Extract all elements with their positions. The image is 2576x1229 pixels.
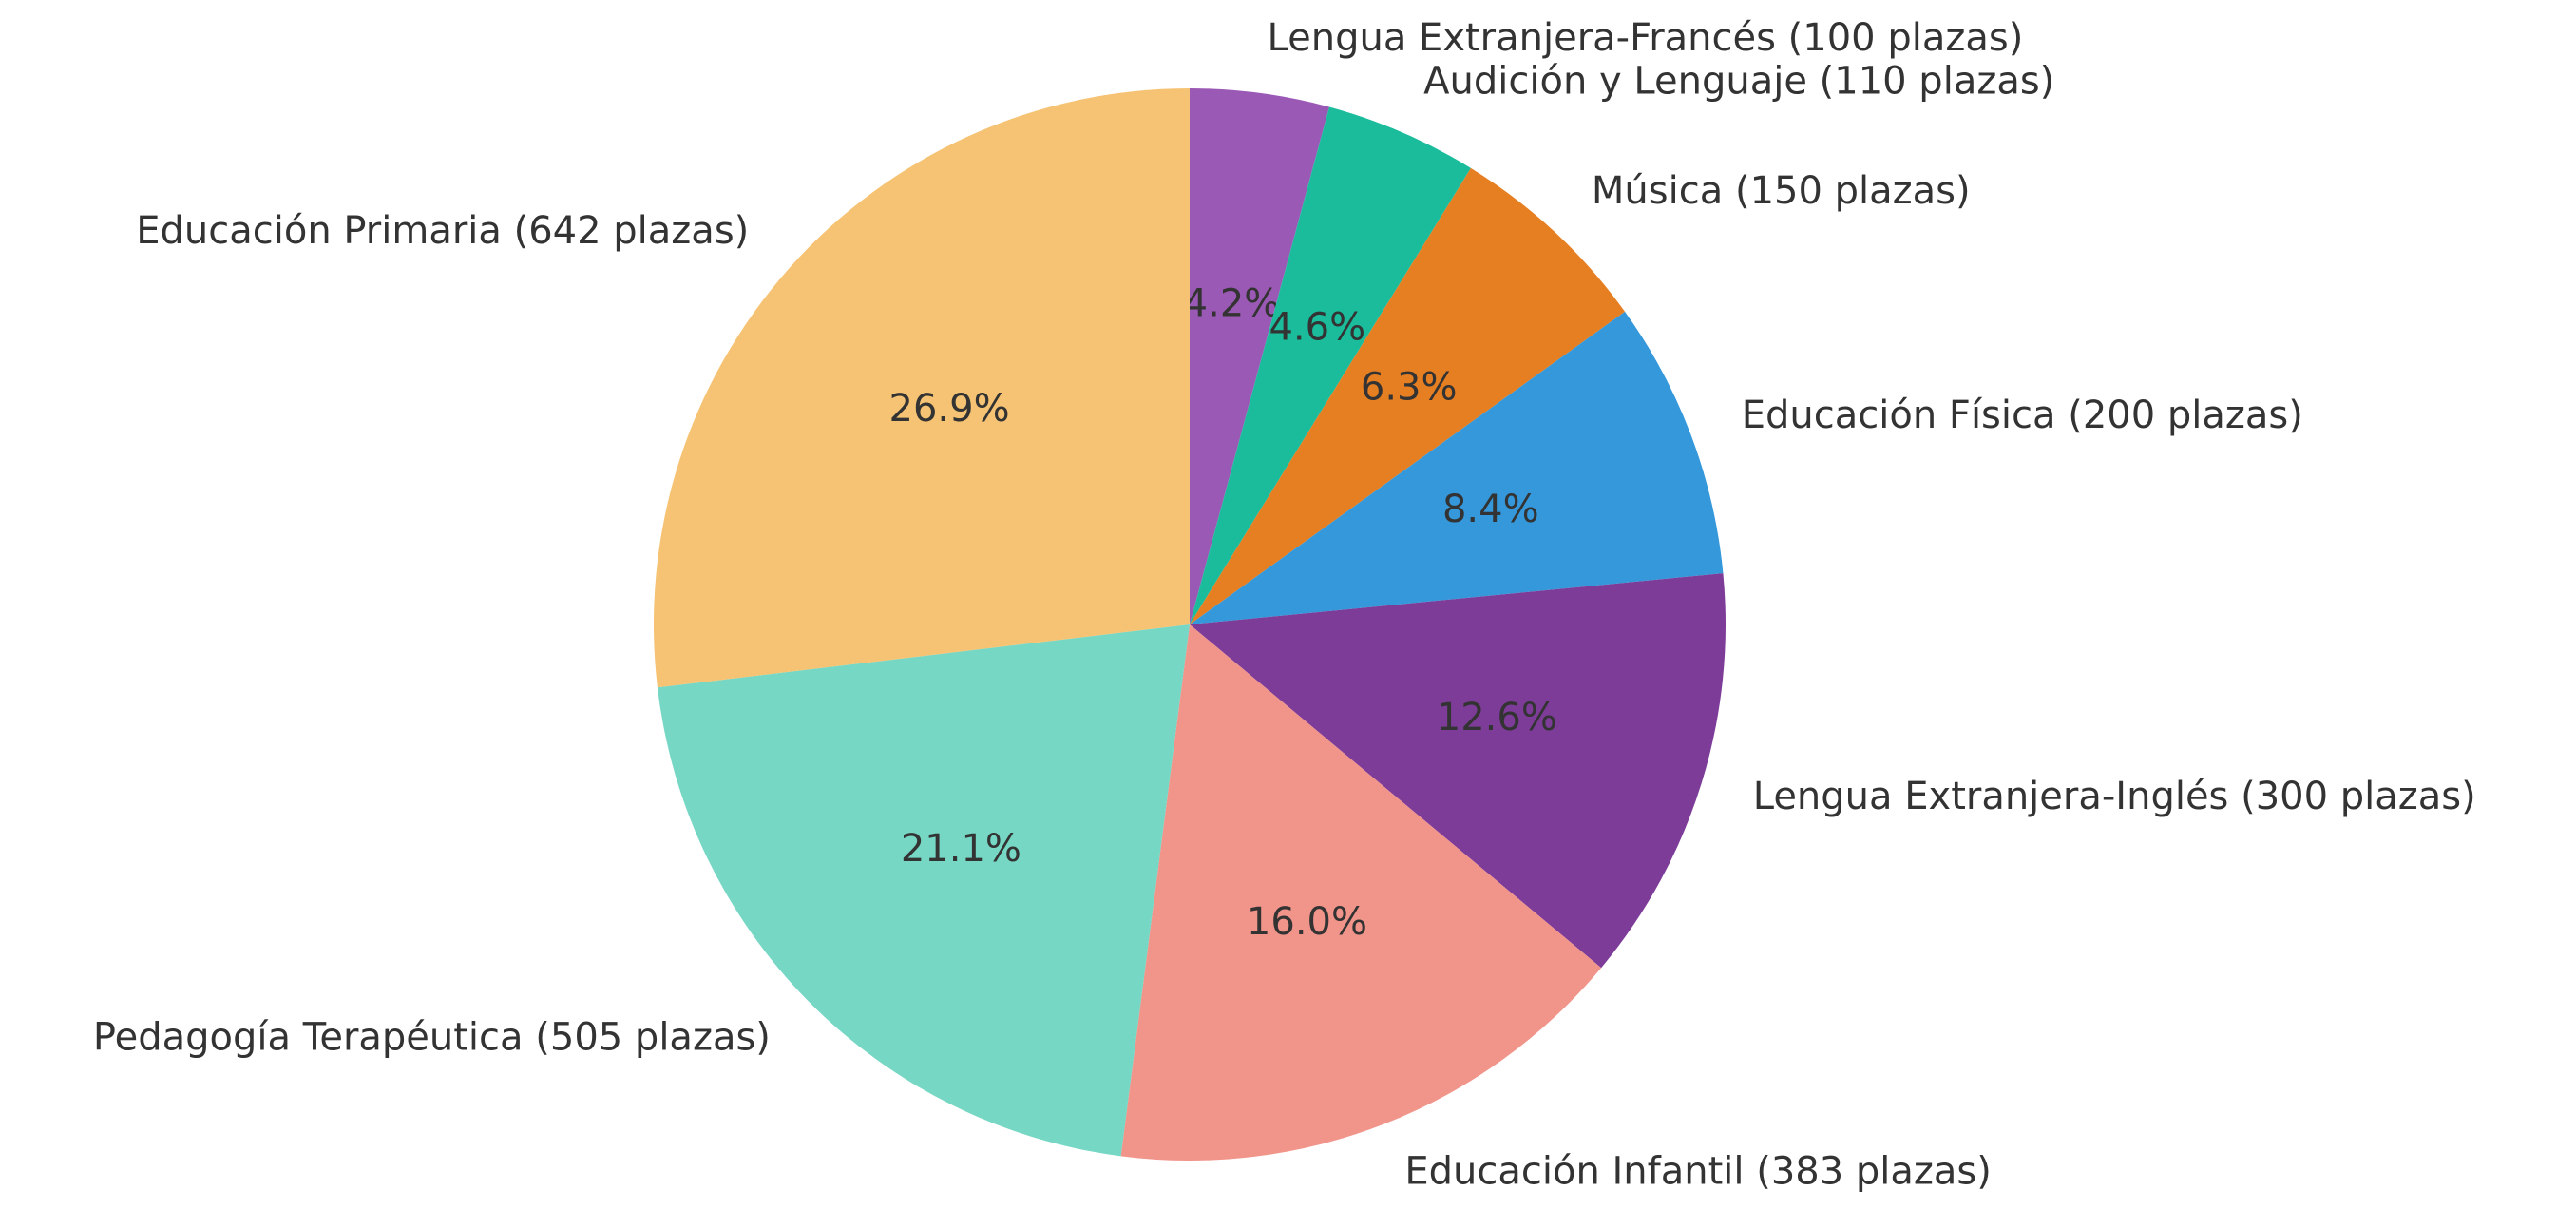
slice-label: Pedagogía Terapéutica (505 plazas): [93, 1015, 771, 1059]
slice-label: Educación Primaria (642 plazas): [136, 209, 749, 253]
slice-label: Música (150 plazas): [1592, 169, 1971, 213]
slice-label: Lengua Extranjera-Inglés (300 plazas): [1753, 775, 2476, 818]
pie-slice: [1190, 311, 1724, 624]
percent-label: 26.9%: [889, 387, 1010, 431]
percent-label: 8.4%: [1442, 488, 1539, 531]
percent-label: 21.1%: [901, 827, 1021, 871]
pie-slice: [1190, 167, 1626, 624]
percent-label: 12.6%: [1437, 696, 1557, 739]
percent-label: 16.0%: [1247, 900, 1367, 944]
percent-label: 4.6%: [1269, 305, 1365, 349]
slice-label: Lengua Extranjera-Francés (100 plazas): [1268, 16, 2024, 60]
slice-label: Educación Infantil (383 plazas): [1404, 1150, 1992, 1194]
pie-slice: [1190, 106, 1471, 625]
percent-label: 4.2%: [1184, 282, 1281, 326]
pie-slice: [1190, 88, 1329, 624]
pie-slice: [1120, 624, 1602, 1161]
pie-slice: [1190, 573, 1727, 969]
pie-slice: [657, 624, 1190, 1157]
percent-label: 6.3%: [1361, 365, 1458, 409]
slice-label: Educación Física (200 plazas): [1742, 394, 2303, 437]
pie-slice: [654, 88, 1190, 688]
slice-label: Audición y Lenguaje (110 plazas): [1423, 60, 2054, 104]
